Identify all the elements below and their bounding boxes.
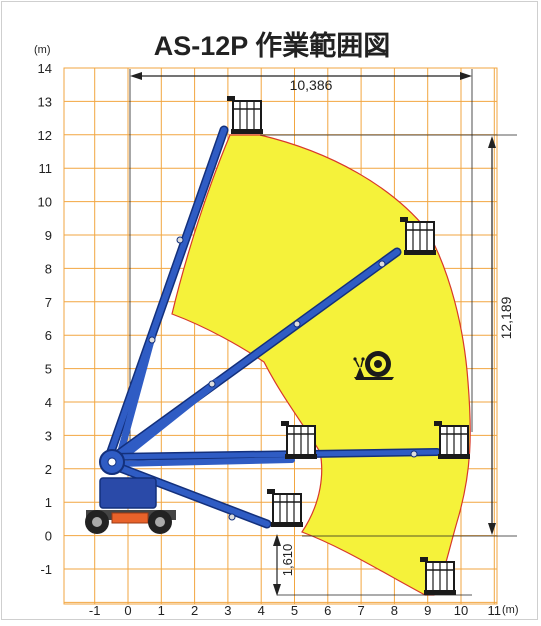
- diagram-title: AS-12P 作業範囲図: [154, 30, 391, 61]
- y-tick-label: 13: [38, 94, 52, 109]
- dim-vertical-label: 12,189: [498, 296, 514, 339]
- boom-joint: [148, 336, 156, 344]
- y-tick-label: 11: [39, 161, 53, 176]
- dim-below-arrow-bottom: [273, 584, 281, 596]
- y-tick-label: 4: [45, 395, 52, 410]
- boom-joint: [208, 380, 216, 388]
- platform-basket: [400, 217, 436, 255]
- platform-basket: [267, 489, 303, 527]
- dim-below-arrow-top: [273, 534, 281, 546]
- snail-icon: [353, 351, 394, 380]
- platform-basket: [434, 421, 470, 459]
- dim-below-label: 1,610: [280, 544, 295, 577]
- boom-joint: [293, 320, 301, 328]
- x-tick-label: -1: [89, 603, 101, 618]
- x-tick-label: 9: [424, 603, 431, 618]
- platform-baskets: [227, 96, 470, 595]
- dim-horizontal-arrow-left: [130, 72, 142, 80]
- platform-basket: [420, 557, 456, 595]
- chassis-body: [99, 477, 157, 509]
- grid-border: [63, 67, 498, 605]
- x-tick-label: 6: [324, 603, 331, 618]
- boom-vertical-inner: [105, 127, 227, 463]
- y-tick-label: 2: [45, 462, 52, 477]
- counterweight: [111, 512, 149, 524]
- wheel-front-hub: [92, 517, 102, 527]
- working-envelope: [171, 134, 471, 596]
- y-tick-label: 7: [45, 295, 52, 310]
- dim-vertical-arrow-bottom: [488, 523, 496, 535]
- boom-joint: [410, 450, 418, 458]
- y-axis-unit: (m): [34, 44, 51, 56]
- x-tick-label: 10: [454, 603, 468, 618]
- wheel-rear-hub: [155, 517, 165, 527]
- boom-high-lower: [110, 378, 221, 468]
- platform-basket: [281, 421, 317, 459]
- x-tick-label: 1: [158, 603, 165, 618]
- dim-horizontal-label: 10,386: [290, 77, 333, 93]
- platform-basket: [227, 96, 263, 134]
- x-tick-label: 7: [357, 603, 364, 618]
- chassis: [85, 477, 176, 534]
- x-tick-label: 0: [124, 603, 131, 618]
- boom-horizontal-inner: [109, 449, 440, 460]
- y-tick-label: 5: [45, 362, 52, 377]
- y-tick-label: 1: [45, 495, 52, 510]
- x-tick-label: 5: [291, 603, 298, 618]
- booms: [103, 125, 441, 529]
- dim-horizontal-arrow-right: [460, 72, 472, 80]
- y-tick-label: 14: [38, 61, 52, 76]
- y-tick-label: 8: [45, 261, 52, 276]
- x-tick-label: 2: [191, 603, 198, 618]
- dim-vertical-arrow-top: [488, 136, 496, 148]
- y-tick-label: 6: [45, 328, 52, 343]
- x-tick-labels: -1 0 1 2 3 4 5 6 7 8 9 10 11: [89, 603, 501, 618]
- y-tick-label: 9: [45, 228, 52, 243]
- x-tick-label: 11: [488, 603, 502, 618]
- y-tick-label: 3: [45, 428, 52, 443]
- boom-low-inner: [107, 461, 270, 527]
- boom-joint: [176, 236, 184, 244]
- boom-vertical-lower: [114, 333, 156, 466]
- y-tick-label: 0: [45, 529, 52, 544]
- y-tick-label: 12: [38, 128, 52, 143]
- boom-joint: [378, 260, 386, 268]
- x-axis-unit: (m): [502, 604, 519, 616]
- y-tick-label: 10: [38, 195, 52, 210]
- x-tick-label: 4: [258, 603, 265, 618]
- x-tick-label: 3: [224, 603, 231, 618]
- turntable-pin: [107, 457, 117, 467]
- boom-joint: [228, 513, 236, 521]
- x-tick-label: 8: [391, 603, 398, 618]
- boom-mid: [111, 457, 295, 467]
- y-tick-label: -1: [40, 562, 52, 577]
